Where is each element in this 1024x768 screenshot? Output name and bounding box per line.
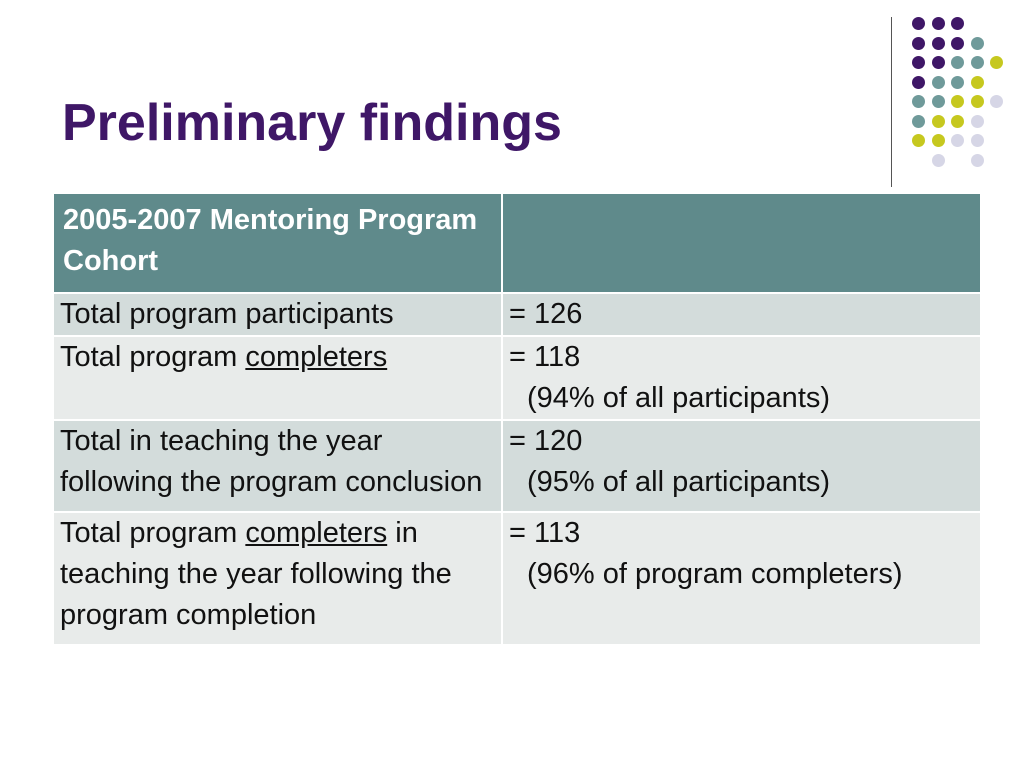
decorative-dot bbox=[951, 114, 964, 128]
row-value: = 118 (94% of all participants) bbox=[501, 335, 982, 421]
decorative-dot bbox=[951, 134, 964, 147]
decorative-dot bbox=[931, 75, 945, 89]
decorative-dot bbox=[970, 56, 984, 69]
decorative-dot bbox=[912, 56, 925, 69]
decorative-dot bbox=[912, 17, 925, 30]
decorative-dot bbox=[931, 56, 945, 69]
divider-line bbox=[891, 17, 892, 187]
decorative-dot bbox=[970, 75, 984, 89]
decorative-dot bbox=[970, 95, 984, 108]
decorative-dot bbox=[912, 134, 925, 147]
row-value: = 113 (96% of program completers) bbox=[501, 511, 982, 646]
decorative-dot bbox=[912, 95, 925, 108]
decorative-dot bbox=[931, 114, 945, 128]
decorative-dot bbox=[951, 56, 964, 69]
decorative-dot bbox=[951, 75, 964, 89]
decorative-dot bbox=[951, 17, 964, 30]
row-note: (95% of all participants) bbox=[527, 466, 831, 498]
row-label: Total in teaching the year following the… bbox=[52, 419, 503, 513]
table-row: Total program completers = 118 (94% of al… bbox=[52, 335, 982, 421]
decorative-dot bbox=[931, 95, 945, 108]
row-value: = 120 (95% of all participants) bbox=[501, 419, 982, 513]
decorative-dot bbox=[931, 153, 945, 167]
row-value: = 126 bbox=[501, 292, 982, 337]
slide-title: Preliminary findings bbox=[62, 94, 562, 152]
decorative-dot bbox=[931, 36, 945, 50]
decorative-dot bbox=[951, 95, 964, 108]
decorative-dot bbox=[931, 17, 945, 30]
row-label: Total program participants bbox=[52, 292, 503, 337]
table-header-row: 2005-2007 Mentoring Program Cohort bbox=[52, 192, 982, 294]
decorative-dot bbox=[990, 95, 1003, 108]
table-row: Total program completers in teaching the… bbox=[52, 511, 982, 646]
decorative-dot bbox=[912, 75, 925, 89]
decorative-dot bbox=[990, 56, 1003, 69]
decorative-dot bbox=[970, 36, 984, 50]
row-label: Total program completers bbox=[52, 335, 503, 421]
table-row: Total program participants = 126 bbox=[52, 292, 982, 337]
row-note: (94% of all participants) bbox=[527, 382, 831, 414]
findings-table: 2005-2007 Mentoring Program Cohort Total… bbox=[52, 192, 982, 646]
decorative-dot bbox=[970, 114, 984, 128]
decorative-dot bbox=[912, 114, 925, 128]
decorative-dot bbox=[970, 153, 984, 167]
table-header-value bbox=[501, 192, 982, 294]
row-label: Total program completers in teaching the… bbox=[52, 511, 503, 646]
decorative-dot bbox=[951, 36, 964, 50]
table-header-cohort: 2005-2007 Mentoring Program Cohort bbox=[52, 192, 503, 294]
decorative-dot bbox=[912, 36, 925, 50]
row-note: (96% of program completers) bbox=[527, 558, 903, 590]
table-row: Total in teaching the year following the… bbox=[52, 419, 982, 513]
decorative-dot bbox=[970, 134, 984, 147]
decorative-dot bbox=[931, 134, 945, 147]
